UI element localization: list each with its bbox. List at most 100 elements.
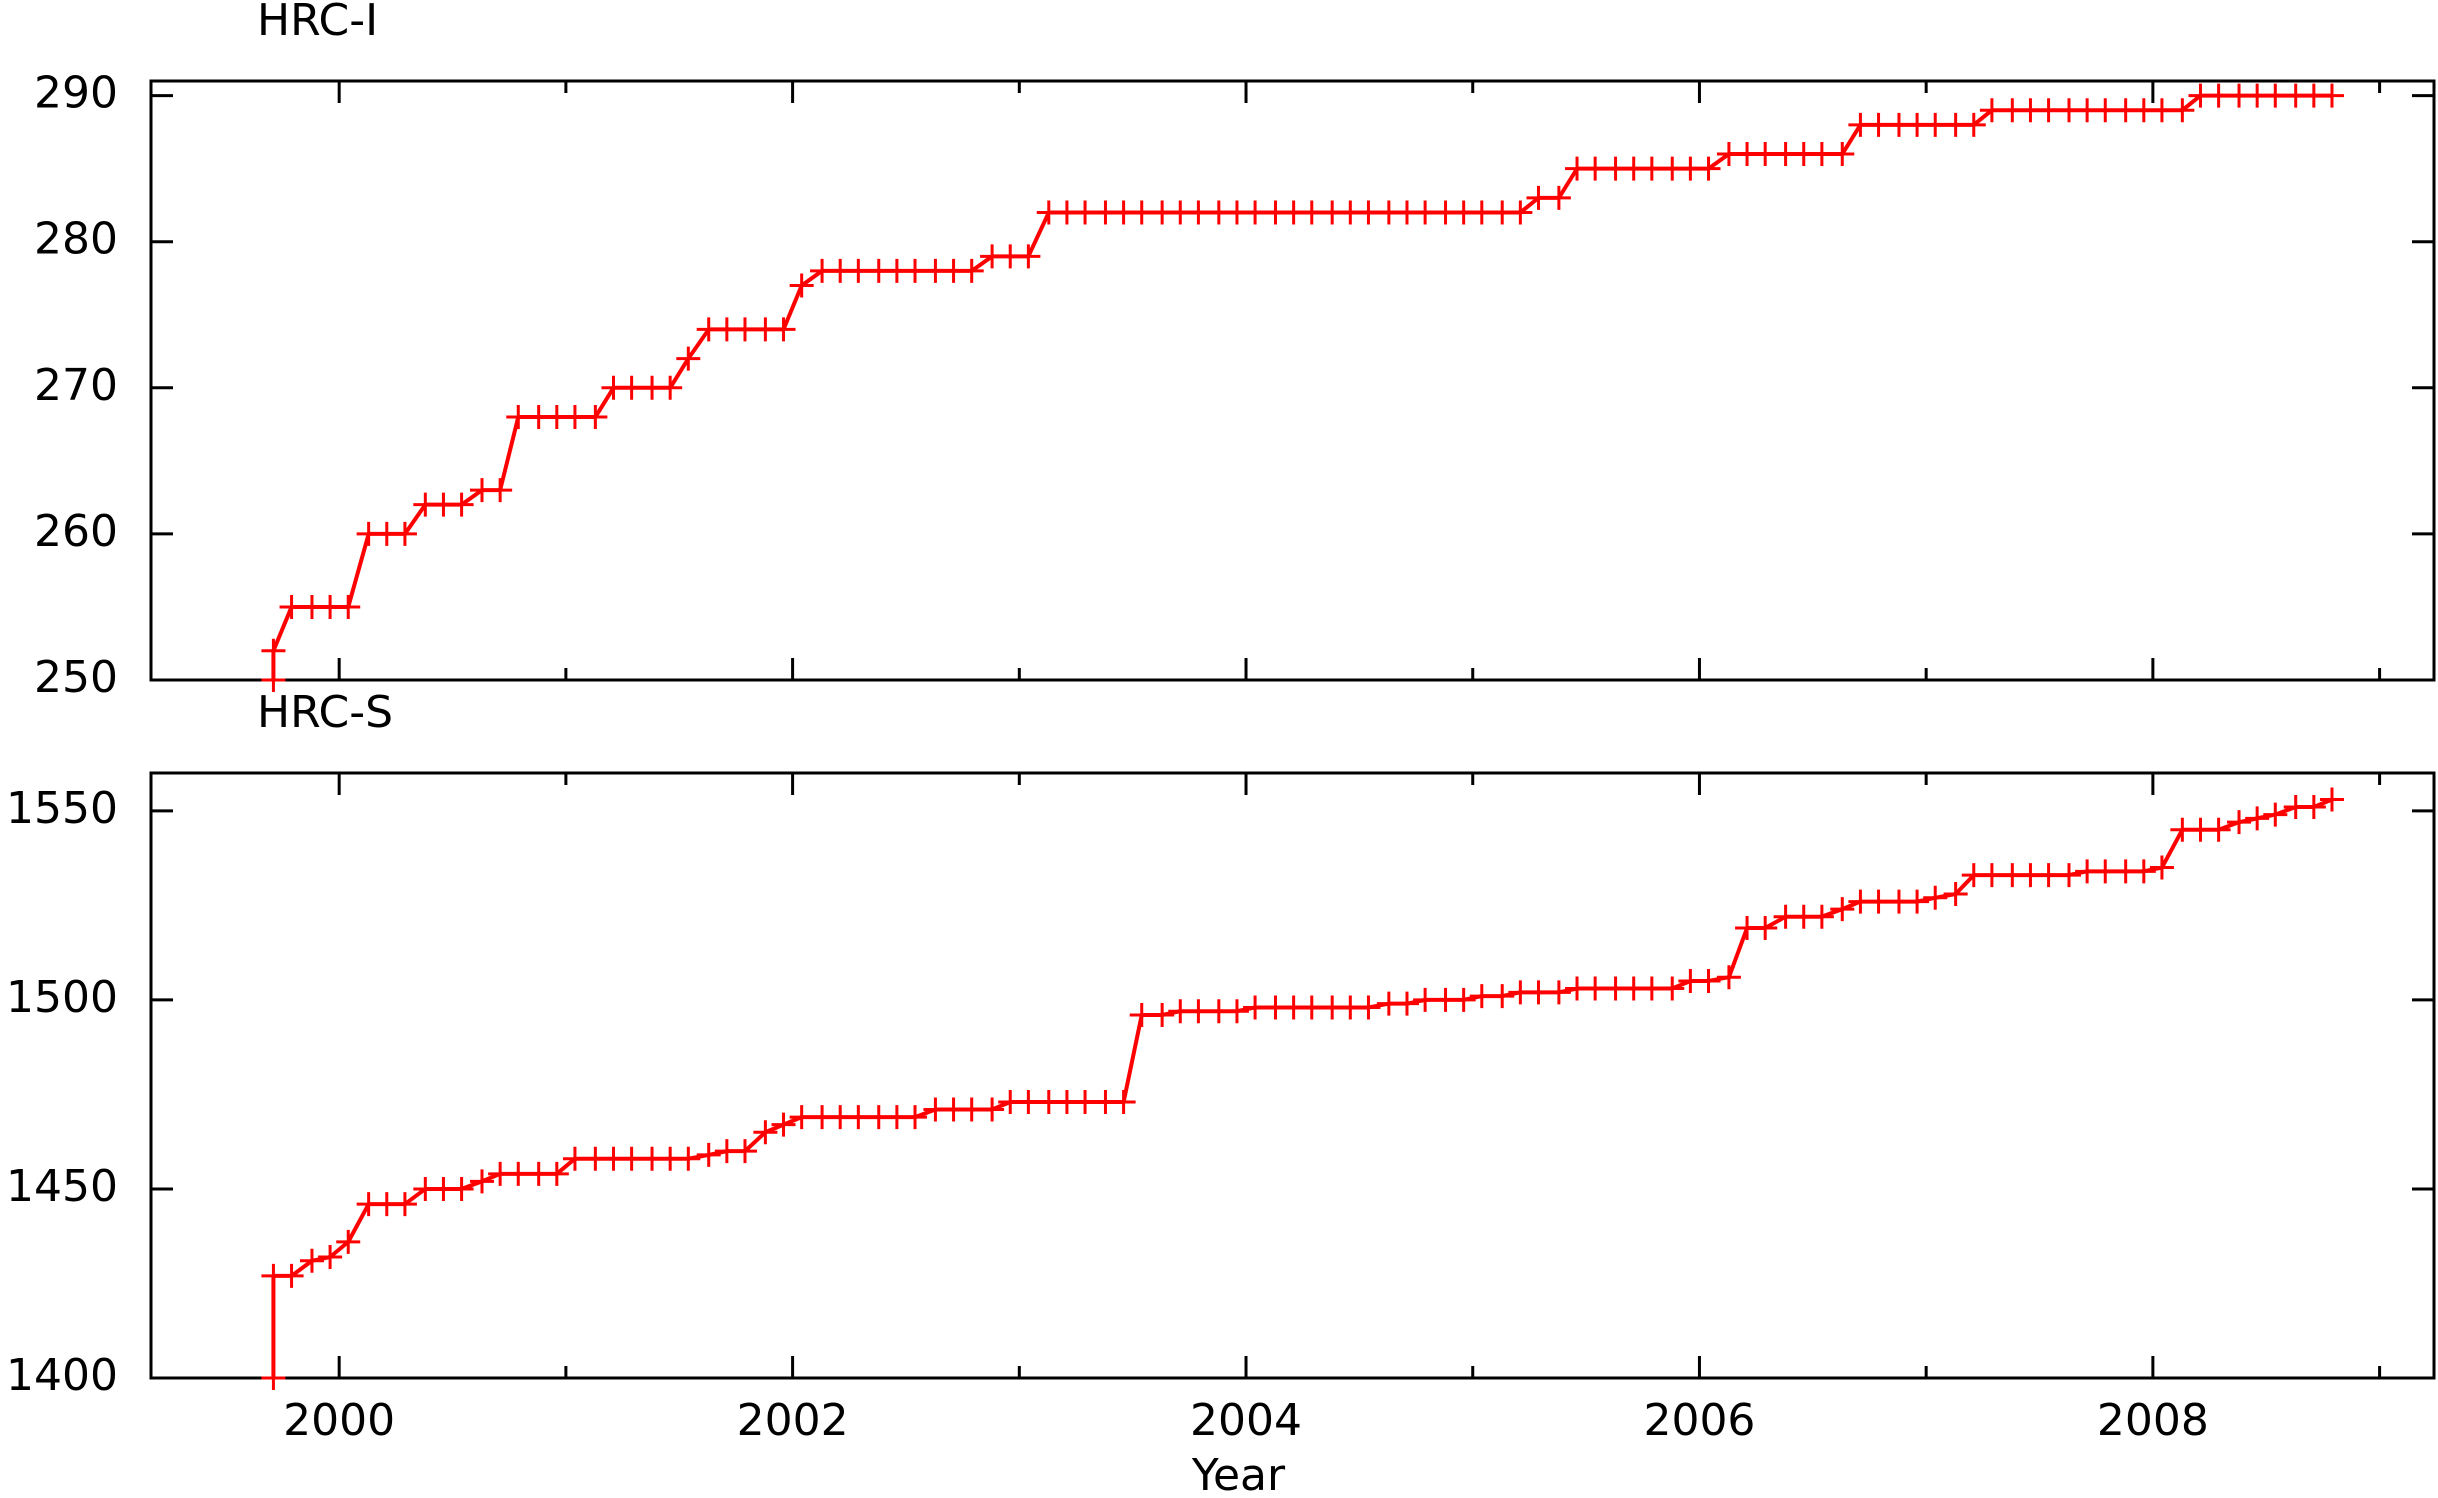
data-marker (846, 258, 871, 283)
data-marker (1299, 995, 1324, 1020)
data-marker (658, 375, 683, 400)
data-marker (1696, 156, 1721, 181)
panel-title: HRC-I (257, 0, 378, 46)
data-marker (1394, 991, 1419, 1016)
data-marker (318, 1245, 343, 1269)
data-marker (1016, 1089, 1041, 1114)
panel-title: HRC-S (257, 687, 393, 738)
data-marker (1660, 976, 1685, 1001)
plot-frame (149, 771, 2436, 1380)
x-tick-label: 2008 (2097, 1395, 2209, 1446)
data-marker (1866, 889, 1891, 914)
data-marker (488, 478, 513, 503)
data-marker (2093, 859, 2118, 884)
data-marker (1809, 904, 1834, 929)
data-line (271, 797, 2333, 1378)
data-marker (392, 1192, 417, 1217)
data-marker (676, 1146, 701, 1171)
data-marker (2036, 863, 2061, 888)
data-marker (1923, 112, 1948, 137)
data-marker (1413, 987, 1438, 1012)
data-marker (1224, 999, 1249, 1024)
data-marker (1186, 999, 1211, 1024)
data-marker (261, 1366, 286, 1390)
data-marker (1508, 200, 1533, 225)
data-marker (1111, 1089, 1136, 1114)
data-marker (619, 375, 644, 400)
data-marker (732, 317, 757, 342)
data-marker (732, 1139, 757, 1164)
x-tick-label: 2006 (1643, 1395, 1755, 1446)
y-tick-label: 260 (34, 506, 118, 557)
data-marker (753, 1120, 778, 1145)
data-marker (299, 1248, 324, 1273)
data-marker (506, 405, 531, 430)
data-marker (2093, 98, 2118, 123)
data-marker (261, 638, 286, 663)
data-marker (279, 594, 304, 619)
data-marker (2227, 810, 2252, 835)
data-marker (959, 1097, 984, 1122)
data-marker (449, 492, 474, 517)
data-marker (1546, 185, 1571, 210)
data-marker (771, 317, 796, 342)
data-marker (449, 1176, 474, 1201)
data-marker (789, 1105, 814, 1130)
plot-frame (149, 79, 2436, 682)
data-marker (1923, 885, 1948, 910)
data-marker (1451, 987, 1476, 1012)
data-marker (2206, 817, 2231, 842)
data-marker (1073, 200, 1098, 225)
y-tick-label: 250 (34, 652, 118, 703)
data-marker (2149, 855, 2174, 880)
data-marker (2036, 98, 2061, 123)
data-marker (1356, 200, 1381, 225)
data-marker (1866, 112, 1891, 137)
data-marker (1830, 897, 1855, 922)
data-marker (2263, 802, 2288, 827)
data-marker (470, 1169, 495, 1194)
data-marker (1526, 185, 1551, 210)
data-marker (1413, 200, 1438, 225)
data-marker (2263, 83, 2288, 108)
data-marker (1753, 916, 1778, 941)
y-tick-label: 290 (34, 68, 118, 119)
data-marker (1583, 976, 1608, 1001)
y-tick-label: 1400 (6, 1350, 118, 1401)
data-marker (1356, 995, 1381, 1020)
data-marker (2056, 863, 2081, 888)
data-marker (696, 1142, 721, 1167)
x-tick-label: 2004 (1190, 1395, 1302, 1446)
data-marker (336, 1229, 361, 1254)
data-marker (1943, 882, 1968, 906)
data-marker (1546, 980, 1571, 1005)
y-tick-label: 1550 (6, 783, 118, 834)
data-marker (1716, 965, 1741, 990)
data-marker (1583, 156, 1608, 181)
data-marker (619, 1146, 644, 1171)
data-marker (2149, 98, 2174, 123)
data-line (271, 93, 2332, 680)
data-marker (1469, 984, 1494, 1009)
data-marker (2170, 98, 2195, 123)
y-tick-label: 270 (34, 360, 118, 411)
data-marker (959, 258, 984, 283)
data-marker (2245, 806, 2270, 831)
y-tick-label: 280 (34, 214, 118, 265)
y-tick-label: 1500 (6, 972, 118, 1023)
data-marker (1073, 1089, 1098, 1114)
data-marker (1639, 156, 1664, 181)
data-marker (676, 346, 701, 371)
data-marker (336, 594, 361, 619)
data-marker (1469, 200, 1494, 225)
data-marker (1905, 889, 1930, 914)
data-marker (1809, 142, 1834, 167)
data-marker (2319, 83, 2344, 108)
data-marker (1526, 980, 1551, 1005)
data-marker (1016, 244, 1041, 269)
data-marker (846, 1105, 871, 1130)
data-marker (1979, 863, 2004, 888)
data-marker (2319, 787, 2344, 812)
